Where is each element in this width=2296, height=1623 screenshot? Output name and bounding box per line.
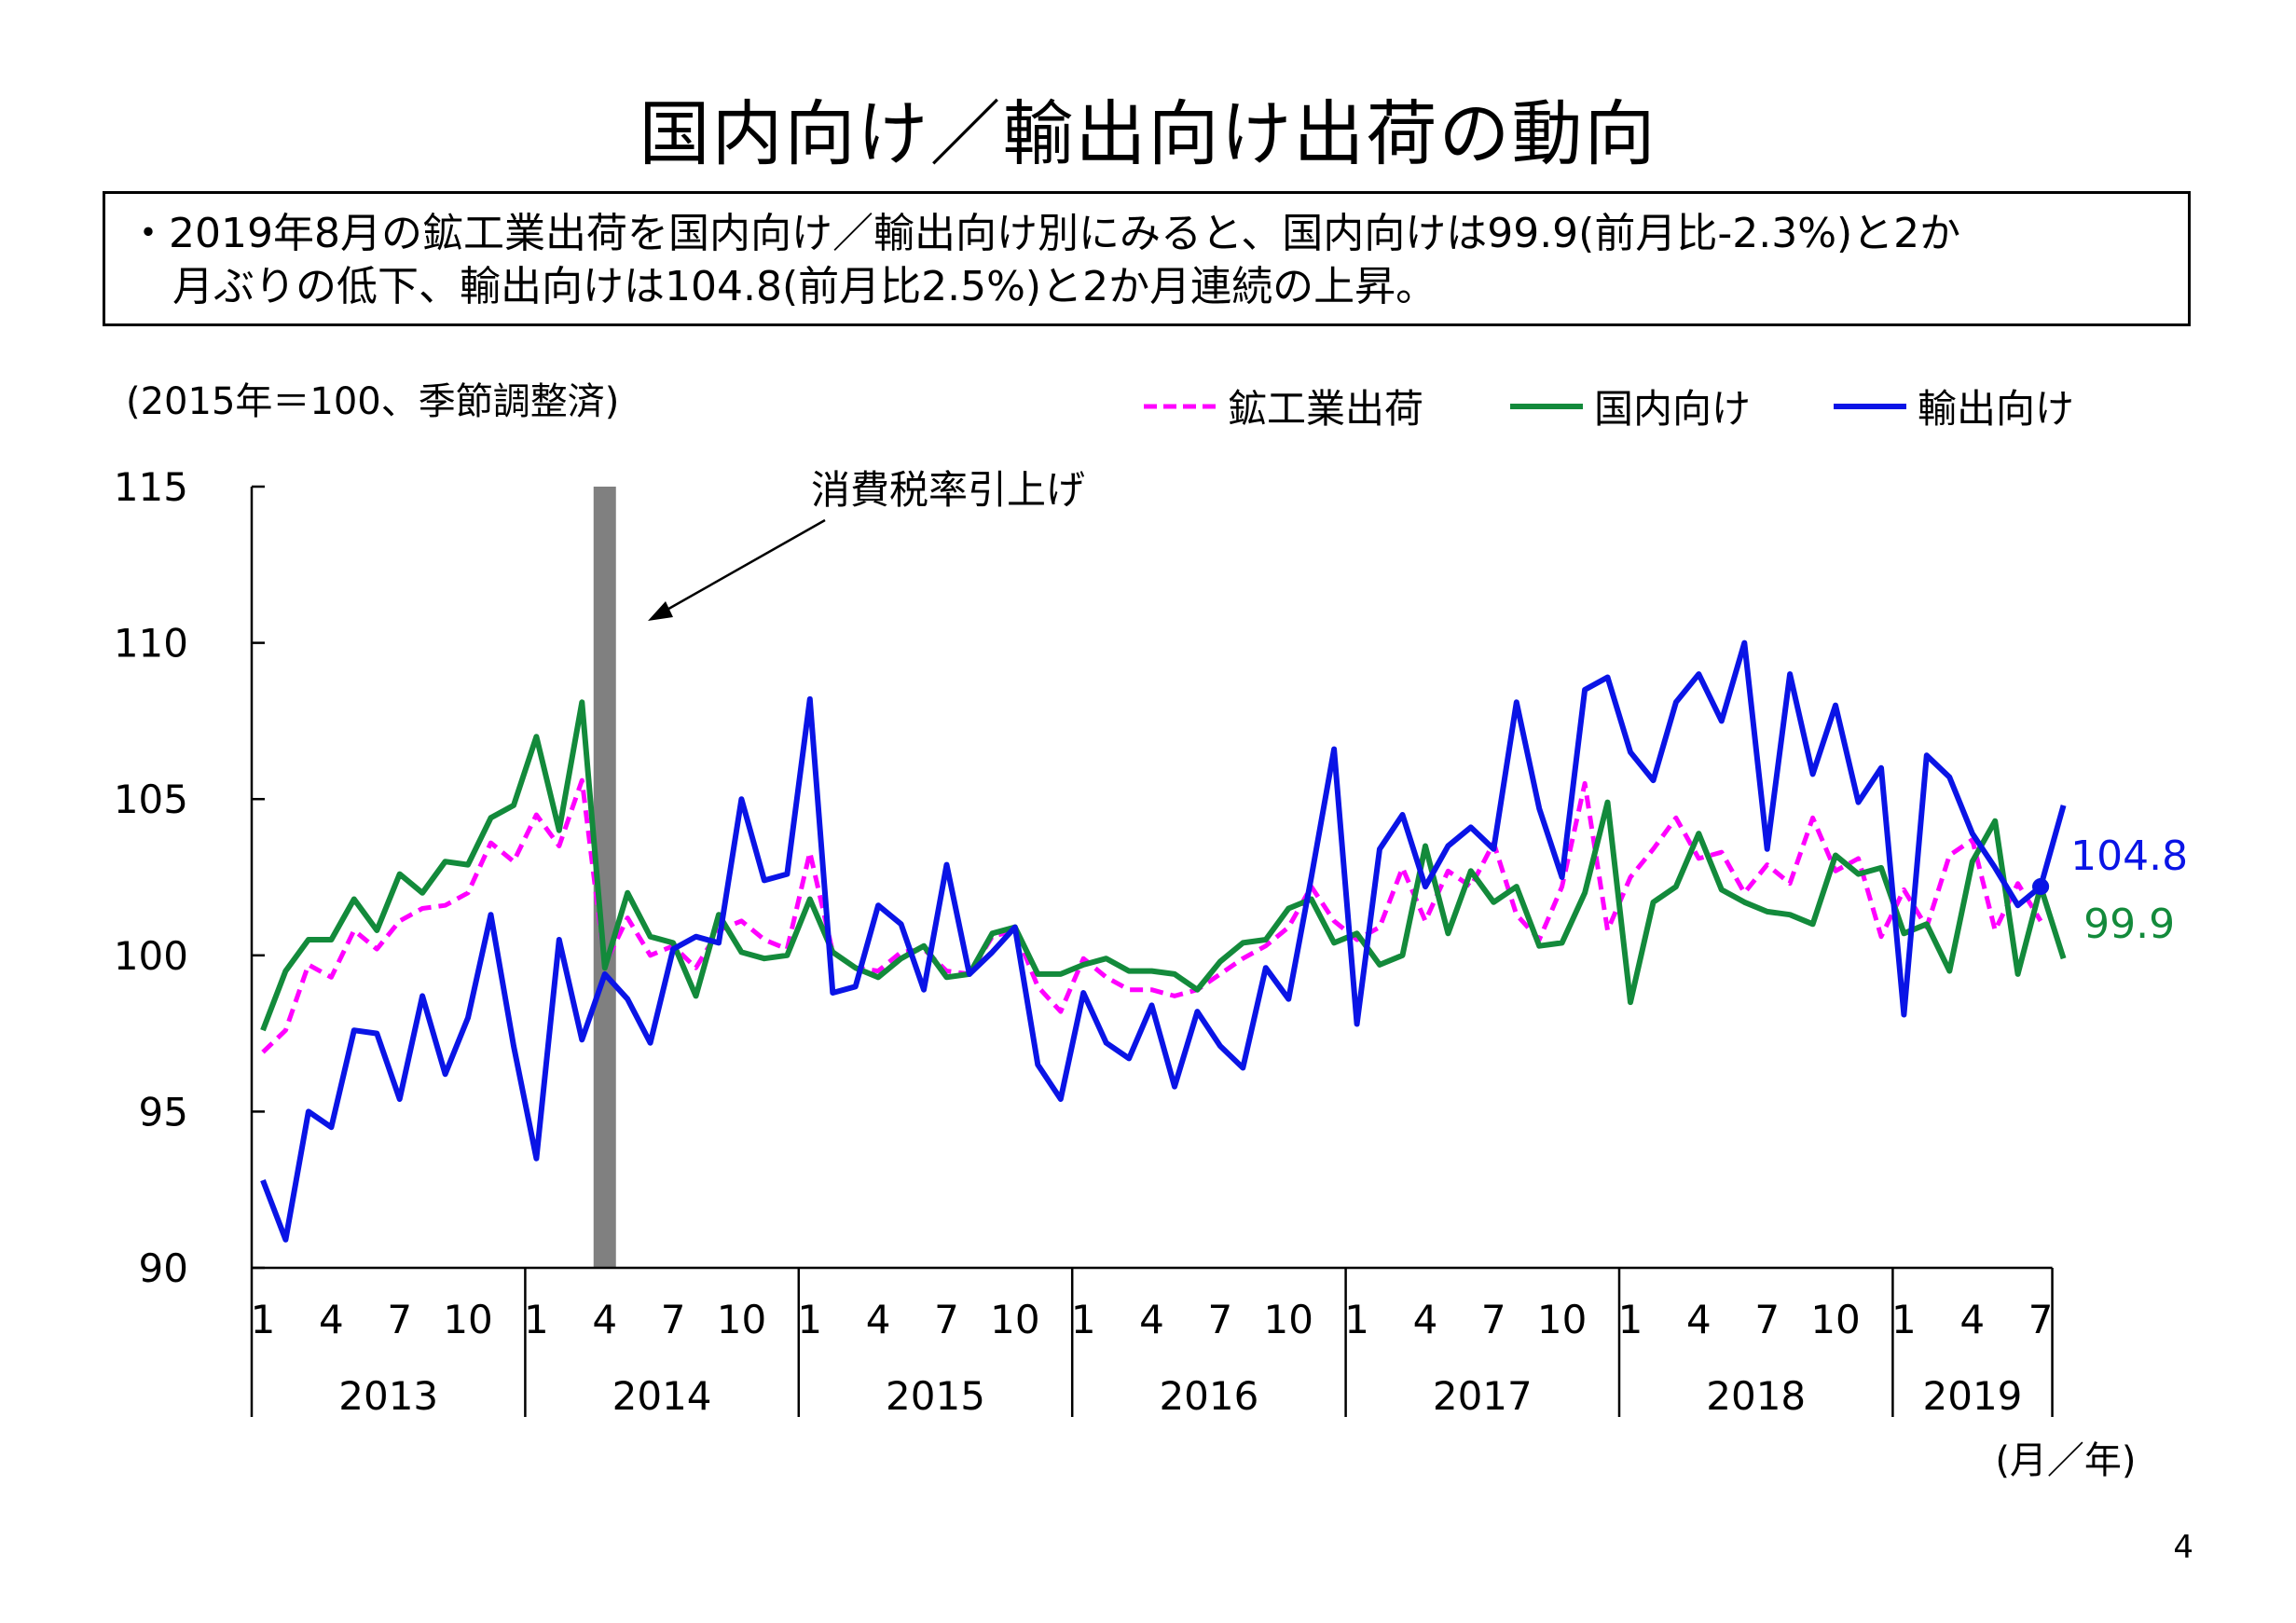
summary-line-2: 月ぶりの低下、輸出向けは104.8(前月比2.5%)と2か月連続の上昇。 [172, 263, 1437, 310]
annotation-arrow-line [656, 518, 826, 617]
y-tick-label: 95 [139, 1089, 188, 1135]
end-label-domestic: 99.9 [2083, 901, 2175, 948]
end-marker-export [2032, 878, 2050, 896]
tax-hike-annotation: 消費税率引上げ [811, 467, 1085, 513]
series-line-export [260, 640, 2067, 1243]
x-unit-label: (月／年) [1995, 1439, 2136, 1482]
month-tick-label: 7 [661, 1297, 686, 1342]
month-tick-label: 4 [592, 1297, 617, 1342]
page-number: 4 [2173, 1529, 2193, 1566]
annotation-arrowhead [648, 601, 673, 621]
legend-item-shipments: 鉱工業出荷 [1142, 378, 1423, 434]
legend-swatch-export [1834, 403, 1906, 409]
year-label: 2017 [1433, 1373, 1533, 1419]
month-tick-label: 10 [1810, 1297, 1860, 1342]
series-line-domestic [260, 699, 2067, 1032]
month-tick-label: 1 [797, 1297, 822, 1342]
month-tick-label: 4 [1413, 1297, 1438, 1342]
month-tick-label: 7 [1754, 1297, 1780, 1342]
month-tick-label: 10 [717, 1297, 766, 1342]
month-tick-label: 10 [443, 1297, 492, 1342]
legend-item-export: 輸出向け [1832, 378, 2074, 434]
y-tick-label: 115 [114, 464, 188, 510]
y-tick-label: 110 [114, 621, 188, 667]
month-tick-label: 7 [1208, 1297, 1233, 1342]
year-label: 2018 [1706, 1373, 1806, 1419]
month-tick-label: 4 [1959, 1297, 1985, 1342]
legend-label-shipments: 鉱工業出荷 [1228, 386, 1424, 432]
legend-swatch-shipments [1144, 404, 1217, 408]
month-tick-label: 1 [251, 1297, 276, 1342]
month-tick-label: 7 [2028, 1297, 2054, 1342]
year-label: 2013 [338, 1373, 438, 1419]
month-tick-label: 4 [866, 1297, 891, 1342]
month-tick-label: 10 [990, 1297, 1039, 1342]
month-tick-label: 4 [1686, 1297, 1712, 1342]
year-label: 2015 [886, 1373, 985, 1419]
summary-box: ・2019年8月の鉱工業出荷を国内向け／輸出向け別にみると、国内向けは99.9(… [103, 191, 2191, 326]
year-label: 2019 [1923, 1373, 2023, 1419]
month-tick-label: 10 [1264, 1297, 1313, 1342]
series-line-shipments [261, 777, 2043, 1054]
legend-label-export: 輸出向け [1918, 386, 2075, 432]
month-tick-label: 7 [1481, 1297, 1506, 1342]
month-tick-label: 7 [934, 1297, 959, 1342]
month-tick-label: 1 [524, 1297, 549, 1342]
month-tick-label: 7 [387, 1297, 412, 1342]
month-tick-label: 1 [1891, 1297, 1917, 1342]
month-tick-label: 1 [1344, 1297, 1369, 1342]
legend-item-domestic: 国内向け [1508, 378, 1751, 434]
summary-line-1: ・2019年8月の鉱工業出荷を国内向け／輸出向け別にみると、国内向けは99.9(… [128, 210, 1961, 257]
base-note: (2015年＝100、季節調整済) [126, 380, 620, 423]
month-tick-label: 1 [1071, 1297, 1096, 1342]
end-label-export: 104.8 [2070, 832, 2188, 880]
legend-swatch-domestic [1510, 403, 1583, 409]
month-tick-label: 4 [1139, 1297, 1164, 1342]
legend-label-domestic: 国内向け [1594, 386, 1752, 432]
year-label: 2014 [612, 1373, 712, 1419]
page-title: 国内向け／輸出向け出荷の動向 [639, 92, 1657, 175]
month-tick-label: 10 [1537, 1297, 1587, 1342]
year-label: 2016 [1159, 1373, 1258, 1419]
y-tick-label: 100 [114, 933, 188, 979]
month-tick-label: 1 [1618, 1297, 1643, 1342]
y-tick-label: 105 [114, 777, 188, 822]
month-tick-label: 4 [319, 1297, 344, 1342]
y-tick-label: 90 [139, 1245, 188, 1291]
